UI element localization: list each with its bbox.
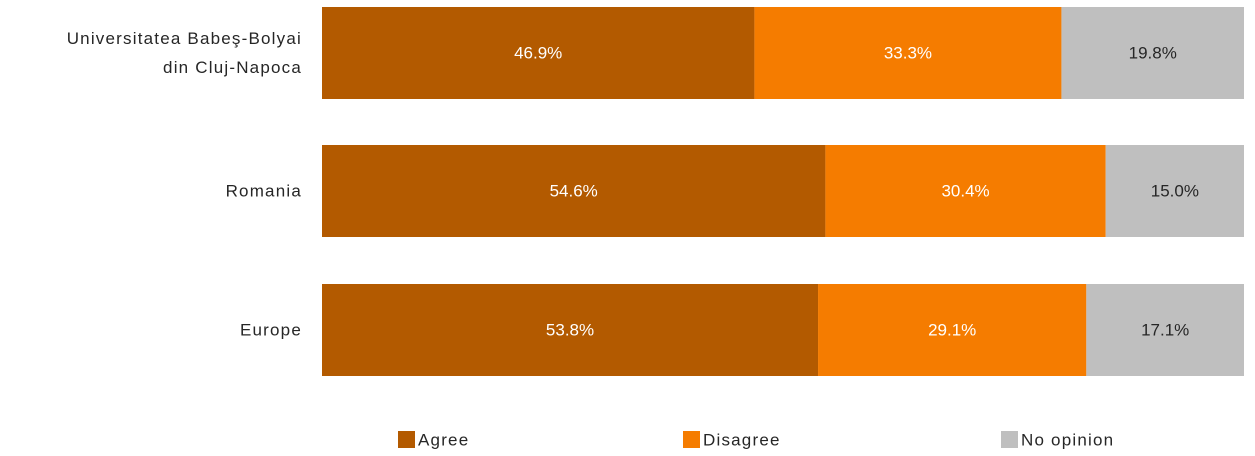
legend-swatch-disagree	[683, 431, 700, 448]
data-label: 29.1%	[928, 321, 976, 340]
legend-swatch-agree	[398, 431, 415, 448]
category-labels: Universitatea Babeş-Bolyai din Cluj-Napoc…	[67, 29, 302, 340]
legend-swatch-no-opinion	[1001, 431, 1018, 448]
bar-segment-disagree-0	[754, 7, 1062, 99]
legend-label: No opinion	[1021, 431, 1114, 450]
data-label: 30.4%	[941, 182, 989, 201]
category-label: Universitatea Babeş-Bolyai	[67, 29, 302, 48]
legend-label: Disagree	[703, 431, 781, 450]
category-label: din Cluj-Napoca	[163, 58, 302, 77]
bar-segment-no-opinion-1	[1105, 145, 1244, 237]
data-label: 15.0%	[1151, 182, 1199, 201]
legend: Agree Disagree No opinion	[398, 431, 1114, 450]
data-label: 19.8%	[1129, 44, 1177, 63]
legend-label: Agree	[418, 431, 469, 450]
data-label: 53.8%	[546, 321, 594, 340]
category-label: Romania	[226, 182, 302, 201]
data-label: 33.3%	[884, 44, 932, 63]
bar-segment-agree-1	[322, 145, 826, 237]
bar-segment-agree-2	[322, 284, 819, 376]
category-label: Europe	[240, 321, 302, 340]
bar-segment-no-opinion-2	[1086, 284, 1244, 376]
data-label: 46.9%	[514, 44, 562, 63]
bar-segment-disagree-1	[825, 145, 1106, 237]
data-label: 54.6%	[550, 182, 598, 201]
bar-segment-no-opinion-0	[1061, 7, 1244, 99]
data-label: 17.1%	[1141, 321, 1189, 340]
bar-segment-agree-0	[322, 7, 755, 99]
bar-segment-disagree-2	[818, 284, 1087, 376]
bars-group: 46.9% 33.3% 19.8% 54.6% 30.4% 15.0% 53.8% 29.1%…	[322, 7, 1244, 376]
